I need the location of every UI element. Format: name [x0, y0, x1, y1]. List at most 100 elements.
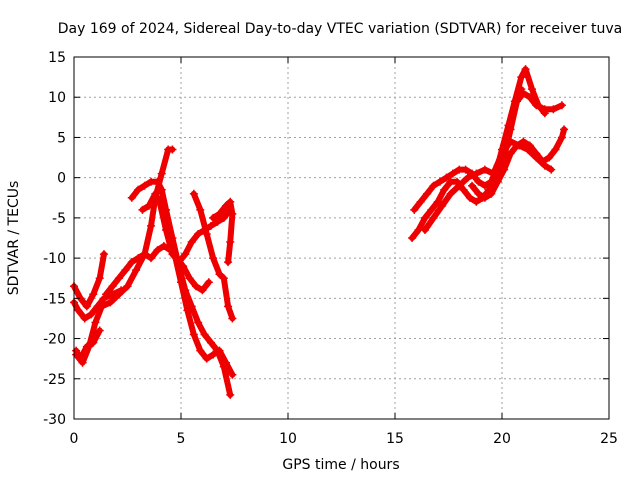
- series-trace: [494, 126, 568, 185]
- data-point: [228, 209, 237, 218]
- data-point: [177, 278, 185, 287]
- data-series-11: [410, 89, 566, 214]
- x-tick-label: 0: [70, 431, 79, 447]
- data-point: [95, 274, 104, 283]
- data-point: [557, 133, 566, 142]
- data-point: [455, 181, 464, 190]
- x-axis-label: GPS time / hours: [282, 457, 399, 473]
- data-point: [459, 185, 468, 194]
- data-point: [102, 290, 111, 299]
- data-point: [224, 258, 233, 267]
- data-point: [196, 346, 205, 355]
- data-point: [219, 274, 228, 283]
- data-point: [134, 254, 143, 263]
- data-point: [438, 201, 447, 210]
- tick-layer: 0 5 10 15 20 25 -30 -25 -20 -15 -10 -5 0 5 10 15: [43, 50, 618, 447]
- y-tick-label: -10: [43, 251, 66, 267]
- data-point: [420, 213, 429, 222]
- data-point: [423, 189, 432, 198]
- data-point: [215, 209, 224, 218]
- data-point: [527, 85, 536, 94]
- y-tick-label: -25: [43, 372, 66, 388]
- x-tick-label: 25: [600, 431, 618, 447]
- data-point: [487, 189, 496, 198]
- data-point: [159, 242, 168, 251]
- data-point: [493, 177, 502, 186]
- data-point: [202, 354, 211, 363]
- data-point: [183, 306, 192, 315]
- data-point: [221, 201, 230, 210]
- data-point: [82, 342, 91, 351]
- data-point: [525, 141, 534, 150]
- x-tick-label: 20: [493, 431, 511, 447]
- y-tick-label: 5: [57, 130, 66, 146]
- data-point: [87, 310, 96, 319]
- data-point: [215, 346, 224, 355]
- data-point: [99, 250, 108, 259]
- data-point: [168, 250, 177, 259]
- data-point: [209, 350, 218, 359]
- data-point: [410, 205, 419, 214]
- data-point: [474, 189, 483, 198]
- data-point: [560, 125, 569, 134]
- data-point: [153, 177, 162, 186]
- data-point: [89, 338, 98, 347]
- data-point: [209, 254, 218, 263]
- data-point: [123, 282, 132, 291]
- data-point: [134, 185, 143, 194]
- data-point: [127, 193, 136, 202]
- series-trace: [422, 138, 555, 233]
- data-point: [114, 274, 123, 283]
- data-point: [196, 205, 205, 214]
- data-point: [80, 314, 89, 323]
- data-point: [512, 97, 521, 106]
- data-point: [209, 213, 218, 222]
- plot-frame: [73, 56, 610, 420]
- data-series-10: [209, 197, 237, 267]
- data-point: [420, 225, 429, 234]
- data-point: [206, 338, 215, 347]
- data-point: [155, 197, 164, 206]
- data-point: [189, 330, 198, 339]
- y-tick-label: 15: [48, 50, 66, 66]
- data-point: [545, 153, 554, 162]
- data-point: [127, 258, 136, 267]
- data-point: [95, 326, 104, 335]
- data-point: [140, 250, 149, 259]
- data-point: [226, 390, 235, 399]
- chart-title: Day 169 of 2024, Sidereal Day-to-day VTE…: [58, 21, 622, 37]
- data-point: [74, 306, 83, 315]
- data-point: [551, 145, 560, 154]
- data-point: [121, 266, 130, 275]
- data-point: [500, 153, 509, 162]
- data-point: [82, 302, 91, 311]
- data-point: [140, 181, 149, 190]
- data-point: [187, 238, 196, 247]
- data-series-4: [72, 326, 104, 363]
- data-point: [465, 193, 474, 202]
- data-point: [532, 149, 541, 158]
- data-point: [429, 181, 438, 190]
- data-point: [204, 278, 213, 287]
- data-point: [557, 101, 566, 110]
- data-point: [517, 73, 526, 82]
- data-point: [151, 189, 160, 198]
- data-point: [153, 246, 162, 255]
- data-point: [517, 85, 526, 94]
- data-point: [191, 282, 200, 291]
- data-point: [174, 258, 183, 267]
- data-point: [440, 185, 449, 194]
- data-point: [461, 165, 470, 174]
- data-point: [519, 137, 528, 146]
- y-tick-label: 10: [48, 90, 66, 106]
- data-point: [512, 141, 521, 150]
- data-point: [89, 290, 98, 299]
- data-point: [408, 234, 417, 242]
- data-point: [200, 330, 209, 339]
- series-trace: [409, 66, 548, 241]
- data-point: [463, 173, 472, 182]
- data-point: [132, 266, 141, 275]
- data-point: [108, 282, 117, 291]
